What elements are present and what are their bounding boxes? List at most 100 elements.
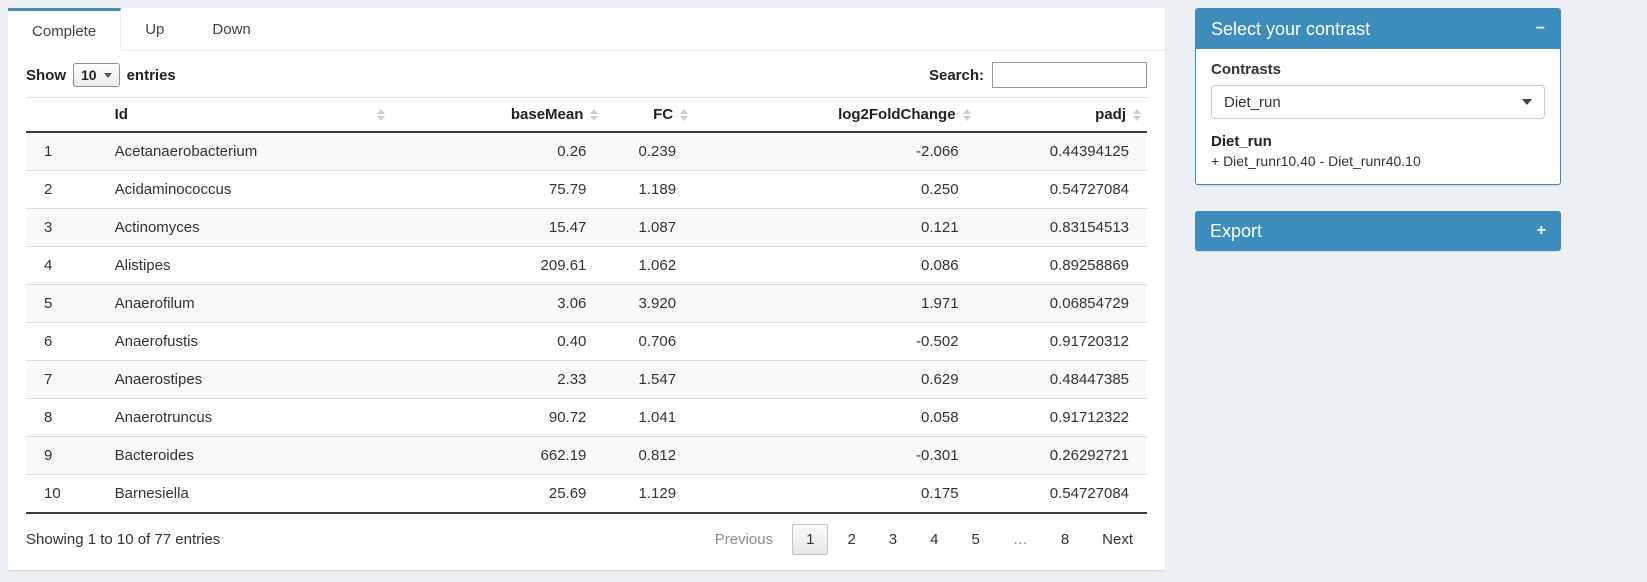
tab-up[interactable]: Up: [121, 8, 188, 50]
table-cell: 1: [44, 143, 53, 160]
column-header-padj[interactable]: padj: [976, 97, 1147, 133]
table-cell: Actinomyces: [96, 208, 392, 247]
table-row: 2 Acidaminococcus 75.79 1.189 0.250 0.5472708…: [26, 170, 1147, 209]
sidebar: Select your contrast − Contrasts Diet_ru…: [1195, 8, 1561, 251]
export-box-title: Export: [1210, 220, 1263, 241]
table-cell: -0.502: [694, 322, 977, 361]
entries-label: entries: [126, 66, 176, 84]
tab-up-label: Up: [145, 20, 165, 38]
expand-plus-icon[interactable]: +: [1536, 222, 1546, 239]
column-header-log2foldchange[interactable]: log2FoldChange: [694, 97, 977, 133]
table-cell: 8: [26, 398, 97, 437]
table-row: 10 Barnesiella 25.69 1.129 0.175 0.54727084: [26, 474, 1147, 514]
table-cell: 0.121: [694, 208, 977, 247]
pagination-page-3[interactable]: 3: [888, 531, 898, 548]
table-cell: 0.058: [694, 398, 977, 437]
show-label: Show: [26, 66, 66, 84]
table-cell: 0.812: [604, 436, 695, 475]
table-row: 4 Alistipes 209.61 1.062 0.086 0.89258869: [26, 246, 1147, 285]
table-cell: 1.189: [604, 170, 695, 209]
pagination-page-5[interactable]: 5: [971, 531, 980, 548]
table-body: 1 Acetanaerobacterium 0.26 0.239 -2.066 0.443…: [26, 132, 1147, 514]
chevron-down-icon: [1522, 99, 1532, 105]
table-cell: Anaerotruncus: [96, 398, 392, 437]
sort-icon: [1133, 108, 1141, 121]
table-cell: 0.26292721: [976, 436, 1147, 475]
table-cell: 7: [26, 360, 97, 399]
contrast-box-title: Select your contrast: [1211, 18, 1371, 39]
table-cell: 0.06854729: [976, 284, 1147, 323]
contrast-select-value: Diet_run: [1224, 93, 1281, 111]
pagination-next[interactable]: Next: [1102, 531, 1133, 548]
table-row: 3 Actinomyces 15.47 1.087 0.121 0.83154513: [26, 208, 1147, 247]
sort-icon: [590, 108, 599, 121]
dropdown-arrow-icon: [103, 72, 112, 78]
table-cell: 6: [26, 322, 97, 361]
table-row: 6 Anaerofustis 0.40 0.706 -0.502 0.91720312: [26, 322, 1147, 361]
table-cell: 0.706: [604, 322, 695, 361]
table-cell: 0.48447385: [976, 360, 1147, 399]
tab-complete[interactable]: Complete: [8, 8, 122, 51]
pagination-page-4[interactable]: 4: [930, 531, 939, 548]
table-cell: 90.72: [391, 398, 605, 437]
column-header-id[interactable]: Id: [96, 97, 392, 133]
contrast-box: Select your contrast − Contrasts Diet_ru…: [1195, 8, 1561, 185]
table-cell: 1.041: [604, 398, 695, 437]
contrast-detail-formula: + Diet_runr10.40 - Diet_runr40.10: [1211, 153, 1421, 169]
table-cell: 75.79: [391, 170, 605, 209]
table-cell: Acetanaerobacterium: [114, 143, 258, 160]
contrast-select[interactable]: Diet_run: [1211, 85, 1545, 119]
pagination-previous[interactable]: Previous: [714, 531, 774, 548]
table-cell: 0.40: [391, 322, 605, 361]
table-cell: 0.54727084: [976, 474, 1147, 514]
table-row: 8 Anaerotruncus 90.72 1.041 0.058 0.91712322: [26, 398, 1147, 437]
table-header-row: Id baseMean FC log2FoldChange padj: [26, 97, 1147, 133]
column-header-basemean[interactable]: baseMean: [391, 97, 605, 133]
table-cell: -2.066: [916, 143, 959, 160]
pagination-page-8[interactable]: 8: [1060, 531, 1070, 548]
table-cell: 0.629: [694, 360, 977, 399]
tab-down[interactable]: Down: [188, 8, 274, 50]
tab-down-label: Down: [212, 20, 251, 38]
table-cell: Bacteroides: [96, 436, 392, 475]
table-cell: 0.54727084: [976, 170, 1147, 209]
table-row: 7 Anaerostipes 2.33 1.547 0.629 0.48447385: [26, 360, 1147, 399]
table-cell: Anaerofustis: [96, 322, 392, 361]
pagination-page-2[interactable]: 2: [847, 531, 856, 548]
search-input[interactable]: [992, 62, 1147, 88]
table-cell: 0.250: [694, 170, 977, 209]
contrast-detail-title: Diet_run: [1211, 133, 1272, 150]
table-cell: 0.239: [638, 143, 677, 160]
tabbar: Complete Up Down: [8, 8, 1165, 51]
table-cell: Anaerofilum: [96, 284, 392, 323]
table-cell: 3: [26, 208, 97, 247]
table-cell: 0.086: [694, 246, 977, 285]
pagination-page-1[interactable]: 1: [792, 524, 829, 555]
contrast-detail: Diet_run + Diet_runr10.40 - Diet_runr40.…: [1211, 133, 1545, 169]
table-cell: Barnesiella: [96, 474, 392, 514]
column-header-fc[interactable]: FC: [604, 97, 695, 133]
pagination-ellipsis: …: [1012, 531, 1028, 548]
table-cell: 1.062: [604, 246, 695, 285]
table-row: 5 Anaerofilum 3.06 3.920 1.971 0.06854729: [26, 284, 1147, 323]
export-box-header[interactable]: Export +: [1195, 211, 1561, 251]
table-cell: 0.91720312: [976, 322, 1147, 361]
sort-icon: [680, 108, 689, 121]
table-cell: 209.61: [391, 246, 605, 285]
table-cell: Acidaminococcus: [96, 170, 392, 209]
table-cell: 10: [26, 474, 97, 514]
table-row: 9 Bacteroides 662.19 0.812 -0.301 0.26292721: [26, 436, 1147, 475]
table-cell: 0.89258869: [976, 246, 1147, 285]
sort-icon: [962, 108, 971, 121]
table-cell: 0.44394125: [1049, 143, 1129, 160]
page-length-select[interactable]: 10: [73, 63, 120, 87]
table-cell: 0.175: [694, 474, 977, 514]
collapse-minus-icon[interactable]: −: [1535, 20, 1545, 37]
table-cell: 15.47: [391, 208, 605, 247]
table-row: 1 Acetanaerobacterium 0.26 0.239 -2.066 0.443…: [26, 132, 1147, 171]
search-control: Search:: [929, 62, 1147, 88]
table-info: Showing 1 to 10 of 77 entries: [26, 531, 221, 548]
results-table: Id baseMean FC log2FoldChange padj: [26, 97, 1147, 514]
results-panel: Complete Up Down Show 10 entries Search:: [8, 8, 1165, 570]
contrast-box-header[interactable]: Select your contrast −: [1196, 9, 1560, 49]
